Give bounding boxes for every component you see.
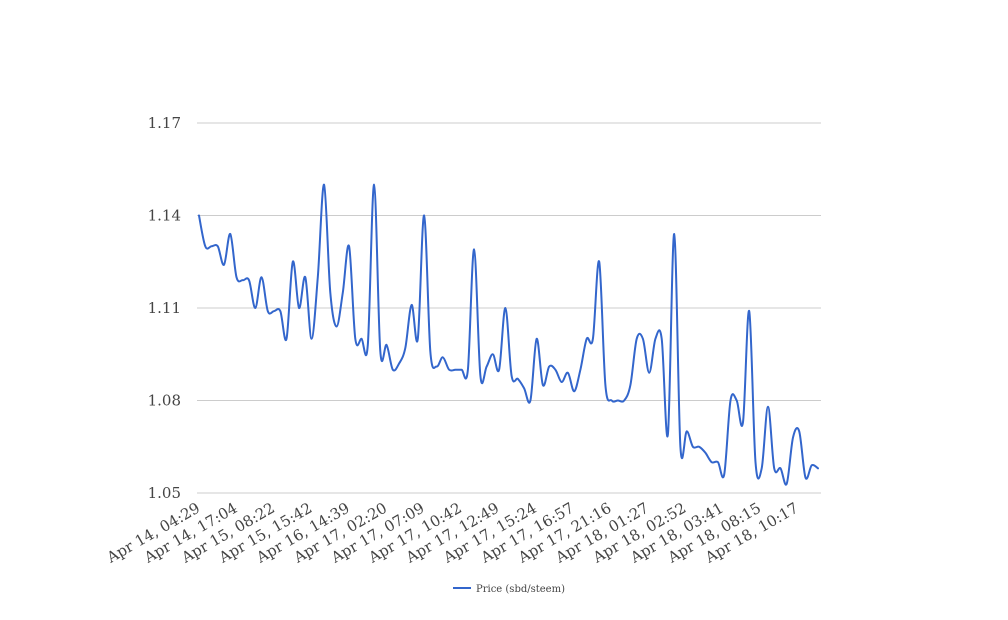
y-tick-label: 1.08: [148, 392, 181, 410]
y-tick-label: 1.17: [148, 114, 181, 132]
grid-lines: [197, 122, 821, 494]
legend: Price (sbd/steem): [453, 584, 565, 595]
y-tick-label: 1.14: [148, 207, 181, 225]
y-tick-label: 1.05: [148, 484, 181, 502]
series-lines: [198, 183, 819, 486]
y-axis-tick-labels: 1.05 1.08 1.11 1.14 1.17: [148, 114, 181, 502]
legend-label: Price (sbd/steem): [476, 584, 565, 595]
y-tick-label: 1.11: [148, 299, 181, 317]
series-line: [198, 183, 819, 486]
